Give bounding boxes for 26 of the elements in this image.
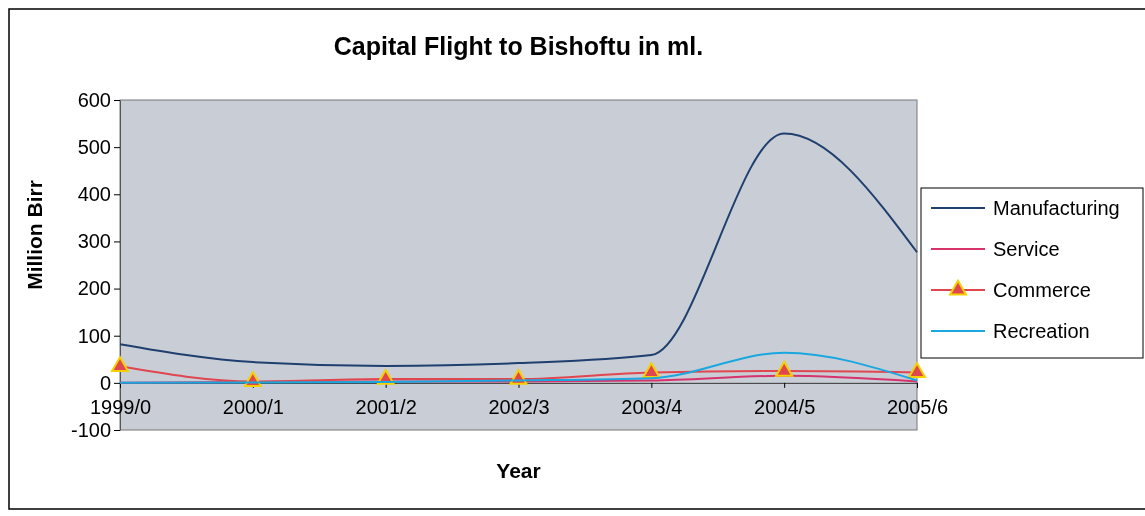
y-tick-label: 300: [77, 230, 111, 253]
y-tick-label: 100: [77, 324, 111, 347]
legend-label: Manufacturing: [993, 197, 1120, 219]
x-tick-label: 2005/6: [886, 396, 949, 419]
y-tick-label: 500: [77, 136, 111, 159]
y-tick-label: -100: [70, 418, 111, 441]
y-axis-title: Million Birr: [23, 180, 46, 290]
x-tick-label: 2003/4: [621, 396, 683, 419]
y-tick-label: 400: [77, 183, 111, 206]
x-axis-title: Year: [496, 459, 541, 482]
legend-label: Commerce: [993, 279, 1091, 301]
point: [642, 362, 661, 379]
point: [775, 360, 794, 377]
chart-title: Capital Flight to Bishoftu in ml.: [333, 32, 704, 60]
legend-label: Recreation: [993, 320, 1090, 342]
point: [908, 362, 926, 379]
x-tick-label: 2001/2: [355, 396, 417, 419]
x-tick-label: 2000/1: [222, 396, 284, 419]
legend-label: Service: [993, 238, 1060, 260]
x-tick-label: 2002/3: [488, 396, 550, 419]
y-tick-label: 0: [99, 371, 111, 394]
line-series: [119, 132, 918, 367]
point: [111, 356, 129, 372]
y-tick-label: 600: [77, 88, 111, 111]
y-tick-label: 200: [77, 277, 111, 300]
x-tick-label: 2004/5: [754, 396, 816, 419]
